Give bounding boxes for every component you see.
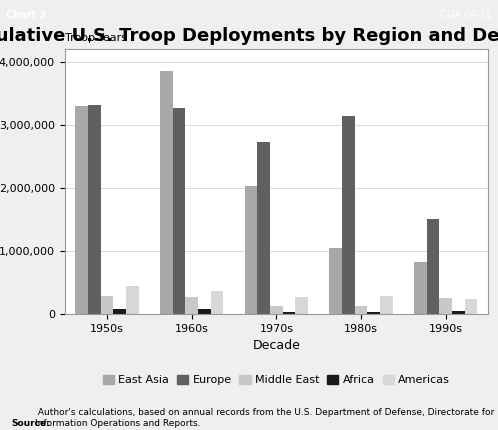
Text: Troop-Years: Troop-Years: [65, 33, 126, 43]
Text: Source:: Source:: [11, 419, 50, 428]
Bar: [114, 310, 126, 314]
Bar: [283, 312, 295, 314]
Bar: [427, 219, 439, 314]
Bar: [173, 108, 185, 314]
Bar: [329, 248, 342, 314]
Text: Chart 3: Chart 3: [6, 10, 46, 20]
Text: Cumulative U.S. Troop Deployments by Region and Decade: Cumulative U.S. Troop Deployments by Reg…: [0, 27, 498, 45]
Bar: [368, 312, 380, 314]
Bar: [211, 291, 224, 314]
Bar: [465, 299, 478, 314]
Bar: [270, 306, 283, 314]
Bar: [245, 186, 257, 314]
Bar: [414, 261, 427, 314]
Bar: [75, 106, 88, 314]
Bar: [439, 298, 452, 314]
Text: Author's calculations, based on annual records from the U.S. Department of Defen: Author's calculations, based on annual r…: [35, 408, 494, 428]
Bar: [342, 116, 355, 314]
Bar: [198, 309, 211, 314]
Bar: [355, 306, 368, 314]
Bar: [185, 297, 198, 314]
Bar: [295, 297, 308, 314]
Bar: [101, 296, 114, 314]
Bar: [126, 286, 139, 314]
Bar: [88, 105, 101, 314]
Bar: [380, 296, 393, 314]
Bar: [160, 71, 173, 314]
X-axis label: Decade: Decade: [252, 339, 300, 352]
Legend: East Asia, Europe, Middle East, Africa, Americas: East Asia, Europe, Middle East, Africa, …: [103, 375, 450, 385]
Text: CDA 04-11: CDA 04-11: [440, 10, 492, 20]
Bar: [257, 142, 270, 314]
Bar: [452, 311, 465, 314]
